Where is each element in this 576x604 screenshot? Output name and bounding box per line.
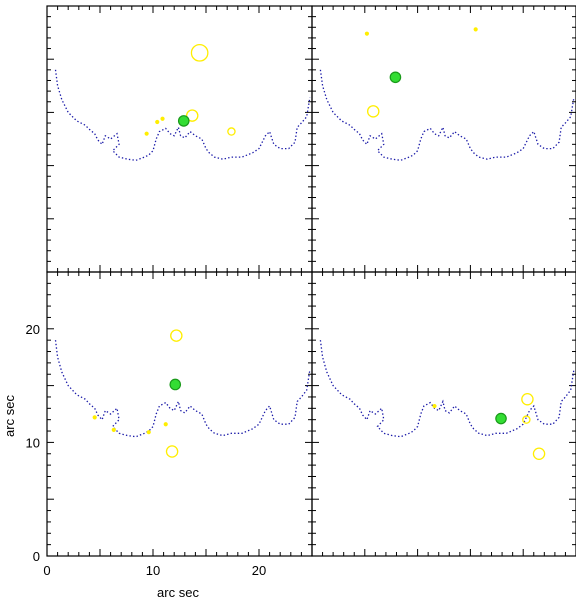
panel-frame <box>311 5 576 273</box>
x-axis-label: arc sec <box>157 585 199 600</box>
source-marker <box>111 427 116 433</box>
source-marker <box>473 27 478 32</box>
y-tick-label: 20 <box>26 322 40 337</box>
contour-line <box>54 340 311 438</box>
source-marker <box>185 109 199 122</box>
highlight-marker <box>495 412 507 425</box>
highlight-marker <box>177 115 190 127</box>
highlight-marker <box>389 71 402 84</box>
panel-4-ticks <box>311 271 576 557</box>
panel-1 <box>46 5 313 273</box>
contour-line <box>319 69 575 161</box>
source-marker <box>170 329 183 342</box>
source-marker <box>366 105 380 118</box>
source-marker <box>155 119 160 125</box>
source-marker <box>521 392 534 406</box>
labels-layer: arc sec arc sec <box>2 395 199 600</box>
source-marker <box>163 422 168 427</box>
source-marker <box>146 430 151 435</box>
panel-frame <box>46 5 313 273</box>
source-marker <box>227 127 236 136</box>
contour-line <box>319 340 575 438</box>
source-marker <box>144 131 149 136</box>
panel-2-ticks <box>311 5 576 273</box>
x-tick-label: 10 <box>146 563 160 578</box>
source-marker <box>190 43 209 62</box>
panel-3-ticks <box>46 271 313 557</box>
source-marker <box>92 415 97 420</box>
panel-4 <box>311 271 576 557</box>
y-tick-label: 0 <box>33 549 40 564</box>
x-tick-label: 20 <box>252 563 266 578</box>
y-tick-label: 10 <box>26 435 40 450</box>
source-marker <box>364 31 370 36</box>
highlight-marker <box>169 378 182 391</box>
y-axis-label: arc sec <box>2 395 17 437</box>
contour-line <box>54 69 311 161</box>
panel-frame <box>311 271 576 557</box>
panel-2 <box>311 5 576 273</box>
source-marker <box>432 403 437 409</box>
source-marker <box>165 445 179 458</box>
source-marker <box>160 116 165 121</box>
panel-1-ticks <box>46 5 313 273</box>
panel-frame <box>46 271 313 557</box>
x-tick-label: 0 <box>43 563 50 578</box>
source-marker <box>532 447 546 461</box>
panel-3: 0 10 20 0 10 20 <box>26 271 313 578</box>
panels-layer: 0 10 20 0 10 20 <box>26 5 576 578</box>
source-marker <box>522 415 531 424</box>
